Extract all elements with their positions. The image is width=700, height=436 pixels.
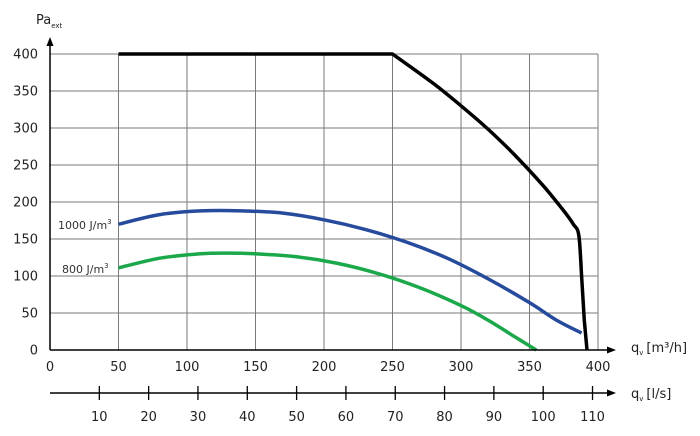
x2-tick-label: 110 <box>580 410 605 425</box>
x2-tick-label: 20 <box>140 410 157 425</box>
x2-tick-label: 70 <box>387 410 404 425</box>
series-label-800: 800 J/m3 <box>62 262 109 276</box>
x2-axis-title: qv [l/s] <box>631 387 671 403</box>
x-tick-labels: 0 50 100 150 200 250 300 350 400 <box>46 360 611 375</box>
x2-tick-label: 40 <box>239 410 256 425</box>
y-tick-label: 150 <box>13 233 38 248</box>
x2-tick-label: 50 <box>288 410 305 425</box>
y-tick-label: 250 <box>13 159 38 174</box>
x2-tick-label: 100 <box>531 410 556 425</box>
y-axis-title: Paext <box>36 13 63 30</box>
x2-tick-label: 30 <box>190 410 207 425</box>
series-line-1000 <box>118 208 583 335</box>
y-tick-label: 100 <box>13 270 38 285</box>
x-tick-label: 50 <box>110 360 127 375</box>
x-tick-label: 400 <box>586 360 611 375</box>
y-tick-label: 350 <box>13 85 38 100</box>
series-line-800 <box>118 251 538 352</box>
y-tick-label: 200 <box>13 196 38 211</box>
grid <box>50 53 599 350</box>
x2-tick-label: 10 <box>91 410 108 425</box>
x-tick-label: 300 <box>449 360 474 375</box>
x2-tick-label: 80 <box>436 410 453 425</box>
x-tick-label: 350 <box>517 360 542 375</box>
x-tick-label: 0 <box>46 360 54 375</box>
x-tick-label: 250 <box>380 360 405 375</box>
y-tick-label: 400 <box>13 48 38 63</box>
series-label-1000: 1000 J/m3 <box>58 218 112 232</box>
series-group <box>118 52 589 352</box>
x2-tick-label: 60 <box>338 410 355 425</box>
y-tick-label: 300 <box>13 122 38 137</box>
axes <box>46 37 616 397</box>
y-tick-label: 50 <box>21 307 38 322</box>
series-line-max <box>118 52 589 351</box>
x2-tick-label: 90 <box>486 410 503 425</box>
x-tick-label: 100 <box>175 360 200 375</box>
y-tick-label: 0 <box>30 344 38 359</box>
x-axis-arrow <box>607 346 616 354</box>
x-axis-title: qv [m³/h] <box>631 341 687 357</box>
y-axis-arrow <box>46 37 54 46</box>
x-tick-label: 150 <box>243 360 268 375</box>
x2-axis-arrow <box>607 389 616 397</box>
series-labels: 1000 J/m3 800 J/m3 <box>58 218 112 276</box>
x-tick-label: 200 <box>312 360 337 375</box>
x2-ticks: 10 20 30 40 50 60 70 80 90 100 110 <box>91 386 605 425</box>
y-tick-labels: 0 50 100 150 200 250 300 350 400 <box>13 48 38 359</box>
